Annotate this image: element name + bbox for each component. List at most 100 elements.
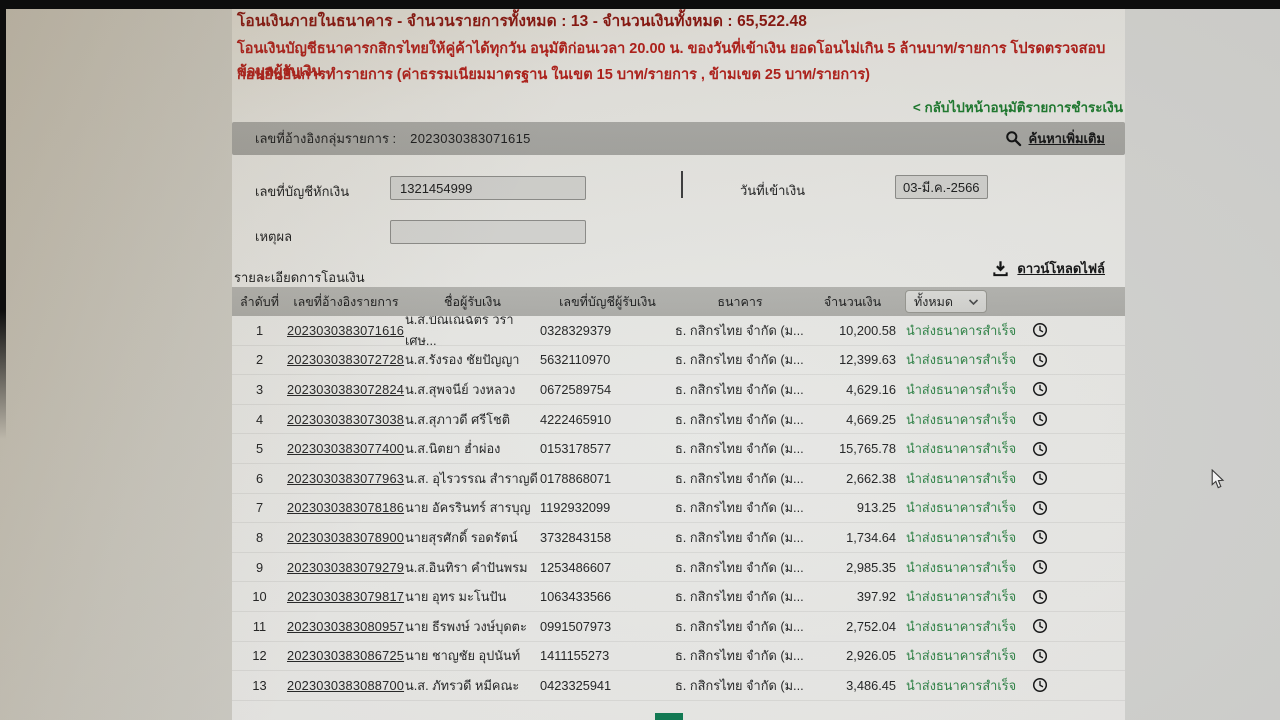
history-clock-icon[interactable] [1020, 529, 1060, 545]
transaction-reference-link[interactable]: 2023030383077400 [287, 441, 405, 457]
history-clock-icon[interactable] [1020, 441, 1060, 457]
row-reference: 2023030383079817 [287, 589, 405, 604]
history-clock-icon[interactable] [1020, 411, 1060, 427]
row-reference: 2023030383073038 [287, 412, 405, 427]
download-file-link[interactable]: ดาวน์โหลดไฟล์ [992, 258, 1105, 279]
recipient-account: 0328329379 [540, 322, 612, 338]
group-reference-label: เลขที่อ้างอิงกลุ่มรายการ : [255, 131, 397, 146]
chevron-down-icon [969, 298, 978, 305]
bank-name: ธ. กสิกรไทย จำกัด (ม... [675, 529, 804, 545]
transfer-amount: 2,752.04 [846, 618, 896, 634]
search-more-link[interactable]: ค้นหาเพิ่มเติม [1005, 122, 1105, 155]
row-number: 12 [252, 648, 267, 664]
recipient-name: นาย ชาญชัย อุปนันท์ [405, 648, 521, 664]
transaction-reference-link[interactable]: 2023030383079279 [287, 559, 405, 575]
transfer-amount: 15,765.78 [839, 441, 896, 457]
row-number: 8 [255, 529, 264, 545]
column-header-bank: ธนาคาร [717, 294, 763, 309]
status-filter-dropdown[interactable]: ทั้งหมด [905, 290, 987, 313]
transaction-reference-link[interactable]: 2023030383078900 [287, 529, 405, 545]
notice-line-2: ก่อนยืนยันการทำรายการ (ค่าธรรมเนียมมาตรฐ… [237, 67, 870, 83]
screen-edge-left [0, 9, 6, 439]
row-number: 2 [255, 352, 264, 368]
bank-name: ธ. กสิกรไทย จำกัด (ม... [675, 559, 804, 575]
row-number: 4 [255, 411, 264, 427]
history-clock-icon[interactable] [1020, 618, 1060, 634]
history-clock-icon[interactable] [1020, 381, 1060, 397]
column-header-no: ลำดับที่ [240, 294, 279, 309]
notice-line-1: โอนเงินบัญชีธนาคารกสิกรไทยให้คู่ค้าได้ทุ… [237, 41, 1106, 80]
bottom-partial-button [655, 713, 683, 720]
value-date-field[interactable] [895, 175, 988, 199]
status-filter-value: ทั้งหมด [914, 294, 953, 309]
transfer-amount: 4,669.25 [846, 411, 896, 427]
transaction-reference-link[interactable]: 2023030383071616 [287, 322, 405, 338]
bank-name: ธ. กสิกรไทย จำกัด (ม... [675, 500, 804, 516]
recipient-name: นาย อุทร มะโนปัน [405, 589, 507, 605]
bank-name: ธ. กสิกรไทย จำกัด (ม... [675, 322, 804, 338]
transaction-reference-link[interactable]: 2023030383073038 [287, 411, 405, 427]
row-reference: 2023030383086725 [287, 648, 405, 663]
recipient-account: 0178868071 [540, 470, 612, 486]
row-number: 11 [252, 618, 267, 634]
transaction-reference-link[interactable]: 2023030383079817 [287, 589, 405, 605]
history-clock-icon[interactable] [1020, 500, 1060, 516]
transaction-reference-link[interactable]: 2023030383080957 [287, 618, 405, 634]
bank-name: ธ. กสิกรไทย จำกัด (ม... [675, 441, 804, 457]
transfer-amount: 2,926.05 [846, 648, 896, 664]
row-number: 13 [252, 677, 267, 693]
transaction-reference-link[interactable]: 2023030383077963 [287, 470, 405, 486]
row-reference: 2023030383071616 [287, 323, 405, 338]
value-date-label: วันที่เข้าเงิน [740, 183, 806, 198]
status-text: นำส่งธนาคารสำเร็จ [906, 470, 1017, 486]
table-row: 9 2023030383079279 น.ส.อินทิรา คำปันพรม … [232, 553, 1125, 583]
download-icon [992, 260, 1009, 277]
row-number: 7 [255, 500, 264, 516]
row-reference: 2023030383088700 [287, 678, 405, 693]
status-text: นำส่งธนาคารสำเร็จ [906, 529, 1017, 545]
history-clock-icon[interactable] [1020, 677, 1060, 693]
bank-name: ธ. กสิกรไทย จำกัด (ม... [675, 677, 804, 693]
transaction-reference-link[interactable]: 2023030383088700 [287, 677, 405, 693]
recipient-account: 1192932099 [540, 500, 611, 516]
transfer-amount: 397.92 [856, 589, 896, 605]
mouse-cursor [1211, 468, 1226, 495]
back-to-approval-link[interactable]: < กลับไปหน้าอนุมัติรายการชำระเงิน [912, 100, 1123, 115]
history-clock-icon[interactable] [1020, 648, 1060, 664]
transaction-reference-link[interactable]: 2023030383072728 [287, 352, 405, 368]
bank-name: ธ. กสิกรไทย จำกัด (ม... [675, 352, 804, 368]
history-clock-icon[interactable] [1020, 470, 1060, 486]
transfer-amount: 913.25 [856, 500, 896, 516]
history-clock-icon[interactable] [1020, 322, 1060, 338]
transaction-reference-link[interactable]: 2023030383072824 [287, 381, 405, 397]
history-clock-icon[interactable] [1020, 589, 1060, 605]
history-clock-icon[interactable] [1020, 352, 1060, 368]
table-row: 1 2023030383071616 น.ส.ปัณเณฉัตร์ วราเศษ… [232, 312, 1125, 348]
row-number: 3 [255, 381, 264, 397]
status-text: นำส่งธนาคารสำเร็จ [906, 589, 1017, 605]
recipient-name: น.ส.นิตยา ฮ่ำผ่อง [405, 441, 501, 457]
recipient-account: 0991507973 [540, 618, 612, 634]
bank-name: ธ. กสิกรไทย จำกัด (ม... [675, 381, 804, 397]
table-row: 13 2023030383088700 น.ส. ภัทรวดี หมีคณะ … [232, 671, 1125, 701]
transfer-amount: 4,629.16 [846, 381, 896, 397]
recipient-account: 1253486607 [540, 559, 612, 575]
download-file-label: ดาวน์โหลดไฟล์ [1017, 261, 1105, 276]
bank-name: ธ. กสิกรไทย จำกัด (ม... [675, 648, 804, 664]
transaction-reference-link[interactable]: 2023030383086725 [287, 648, 405, 664]
bank-name: ธ. กสิกรไทย จำกัด (ม... [675, 411, 804, 427]
recipient-name: น.ส.สุภาวดี ศรีโชติ [405, 411, 511, 427]
debit-account-field[interactable] [390, 176, 586, 200]
history-clock-icon[interactable] [1020, 559, 1060, 575]
recipient-name: น.ส.สุพจนีย์ วงหลวง [405, 381, 516, 397]
search-icon [1005, 130, 1022, 147]
row-reference: 2023030383078900 [287, 530, 405, 545]
row-reference: 2023030383080957 [287, 619, 405, 634]
table-row: 2 2023030383072728 น.ส.รังรอง ชัยปัญญา 5… [232, 346, 1125, 376]
status-text: นำส่งธนาคารสำเร็จ [906, 677, 1017, 693]
recipient-account: 1063433566 [540, 589, 612, 605]
reason-field[interactable] [390, 220, 586, 244]
recipient-name: น.ส. อุไรวรรณ สำราญดี [405, 470, 538, 486]
table-row: 5 2023030383077400 น.ส.นิตยา ฮ่ำผ่อง 015… [232, 434, 1125, 464]
transaction-reference-link[interactable]: 2023030383078186 [287, 500, 405, 516]
